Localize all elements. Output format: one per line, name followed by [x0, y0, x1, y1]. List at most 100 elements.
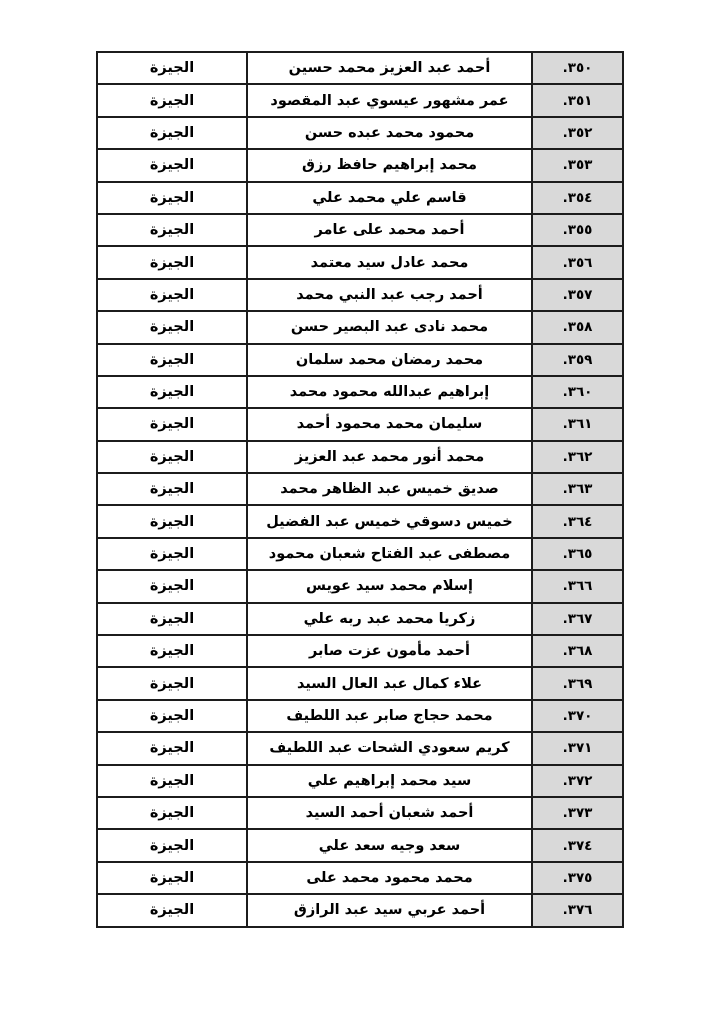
table-row: ٣٧٦. أحمد عربي سيد عبد الرازق الجيزة	[96, 893, 624, 928]
person-name-cell: محمد أنور محمد عبد العزيز	[246, 439, 533, 475]
table-row: ٣٧١. كريم سعودي الشحات عبد اللطيف الجيزة	[96, 731, 624, 766]
person-name-cell: قاسم علي محمد علي	[246, 180, 533, 215]
person-name-cell: محمد نادى عبد البصير حسن	[246, 310, 533, 345]
serial-number-cell: ٣٥٠.	[531, 50, 624, 86]
table-row: ٣٥٤. قاسم علي محمد علي الجيزة	[96, 180, 624, 215]
person-name-cell: إبراهيم عبدالله محمود محمد	[246, 374, 533, 410]
serial-number-cell: ٣٥٦.	[531, 245, 624, 280]
governorate-cell: الجيزة	[96, 115, 248, 151]
serial-number-cell: ٣٦٦.	[531, 569, 624, 604]
table-row: ٣٦٨. أحمد مأمون عزت صابر الجيزة	[96, 634, 624, 669]
table-row: ٣٥٥. أحمد محمد على عامر الجيزة	[96, 212, 624, 248]
governorate-cell: الجيزة	[96, 277, 248, 313]
serial-number-cell: ٣٥٢.	[531, 115, 624, 151]
table-row: ٣٦٩. علاء كمال عبد العال السيد الجيزة	[96, 666, 624, 701]
serial-number-cell: ٣٧٦.	[531, 893, 624, 928]
governorate-cell: الجيزة	[96, 860, 248, 896]
person-name-cell: إسلام محمد سيد عويس	[246, 569, 533, 604]
person-name-cell: محمد محمود محمد على	[246, 860, 533, 896]
roster-table: ٣٥٠. أحمد عبد العزيز محمد حسين الجيزة ٣٥…	[96, 50, 624, 928]
person-name-cell: محمد حجاج صابر عبد اللطيف	[246, 698, 533, 734]
person-name-cell: سليمان محمد محمود أحمد	[246, 407, 533, 442]
person-name-cell: محمد رمضان محمد سلمان	[246, 342, 533, 377]
governorate-cell: الجيزة	[96, 601, 248, 637]
serial-number-cell: ٣٥٧.	[531, 277, 624, 313]
person-name-cell: زكريا محمد عبد ربه علي	[246, 601, 533, 637]
serial-number-cell: ٣٥٨.	[531, 310, 624, 345]
table-row: ٣٧٠. محمد حجاج صابر عبد اللطيف الجيزة	[96, 698, 624, 734]
serial-number-cell: ٣٧٤.	[531, 828, 624, 863]
governorate-cell: الجيزة	[96, 374, 248, 410]
governorate-cell: الجيزة	[96, 731, 248, 766]
governorate-cell: الجيزة	[96, 50, 248, 86]
governorate-cell: الجيزة	[96, 569, 248, 604]
governorate-cell: الجيزة	[96, 634, 248, 669]
serial-number-cell: ٣٥٤.	[531, 180, 624, 215]
governorate-cell: الجيزة	[96, 245, 248, 280]
governorate-cell: الجيزة	[96, 763, 248, 798]
governorate-cell: الجيزة	[96, 148, 248, 183]
roster-table-body: ٣٥٠. أحمد عبد العزيز محمد حسين الجيزة ٣٥…	[96, 50, 624, 928]
person-name-cell: علاء كمال عبد العال السيد	[246, 666, 533, 701]
governorate-cell: الجيزة	[96, 504, 248, 539]
governorate-cell: الجيزة	[96, 180, 248, 215]
table-row: ٣٥٠. أحمد عبد العزيز محمد حسين الجيزة	[96, 50, 624, 86]
governorate-cell: الجيزة	[96, 212, 248, 248]
table-row: ٣٥٨. محمد نادى عبد البصير حسن الجيزة	[96, 310, 624, 345]
table-row: ٣٥٢. محمود محمد عبده حسن الجيزة	[96, 115, 624, 151]
serial-number-cell: ٣٧٥.	[531, 860, 624, 896]
table-row: ٣٦٧. زكريا محمد عبد ربه علي الجيزة	[96, 601, 624, 637]
governorate-cell: الجيزة	[96, 83, 248, 118]
person-name-cell: سعد وجيه سعد علي	[246, 828, 533, 863]
serial-number-cell: ٣٧١.	[531, 731, 624, 766]
person-name-cell: أحمد مأمون عزت صابر	[246, 634, 533, 669]
serial-number-cell: ٣٦٤.	[531, 504, 624, 539]
person-name-cell: سيد محمد إبراهيم علي	[246, 763, 533, 798]
person-name-cell: محمد إبراهيم حافظ رزق	[246, 148, 533, 183]
serial-number-cell: ٣٦٣.	[531, 472, 624, 507]
serial-number-cell: ٣٧٢.	[531, 763, 624, 798]
table-row: ٣٧٤. سعد وجيه سعد علي الجيزة	[96, 828, 624, 863]
person-name-cell: أحمد عبد العزيز محمد حسين	[246, 50, 533, 86]
serial-number-cell: ٣٦٩.	[531, 666, 624, 701]
person-name-cell: مصطفى عبد الفتاح شعبان محمود	[246, 536, 533, 572]
serial-number-cell: ٣٦٠.	[531, 374, 624, 410]
table-row: ٣٥٩. محمد رمضان محمد سلمان الجيزة	[96, 342, 624, 377]
serial-number-cell: ٣٥١.	[531, 83, 624, 118]
table-row: ٣٦٠. إبراهيم عبدالله محمود محمد الجيزة	[96, 374, 624, 410]
governorate-cell: الجيزة	[96, 439, 248, 475]
person-name-cell: أحمد شعبان أحمد السيد	[246, 795, 533, 831]
person-name-cell: محمد عادل سيد معتمد	[246, 245, 533, 280]
table-row: ٣٦٢. محمد أنور محمد عبد العزيز الجيزة	[96, 439, 624, 475]
table-row: ٣٦٥. مصطفى عبد الفتاح شعبان محمود الجيزة	[96, 536, 624, 572]
table-row: ٣٧٣. أحمد شعبان أحمد السيد الجيزة	[96, 795, 624, 831]
serial-number-cell: ٣٦٧.	[531, 601, 624, 637]
table-row: ٣٧٥. محمد محمود محمد على الجيزة	[96, 860, 624, 896]
person-name-cell: خميس دسوقي خميس عبد الفضيل	[246, 504, 533, 539]
governorate-cell: الجيزة	[96, 698, 248, 734]
person-name-cell: أحمد رجب عبد النبي محمد	[246, 277, 533, 313]
serial-number-cell: ٣٧٠.	[531, 698, 624, 734]
person-name-cell: كريم سعودي الشحات عبد اللطيف	[246, 731, 533, 766]
serial-number-cell: ٣٦١.	[531, 407, 624, 442]
table-row: ٣٦٤. خميس دسوقي خميس عبد الفضيل الجيزة	[96, 504, 624, 539]
table-row: ٣٦٣. صديق خميس عبد الظاهر محمد الجيزة	[96, 472, 624, 507]
serial-number-cell: ٣٥٣.	[531, 148, 624, 183]
table-row: ٣٥٦. محمد عادل سيد معتمد الجيزة	[96, 245, 624, 280]
serial-number-cell: ٣٦٢.	[531, 439, 624, 475]
governorate-cell: الجيزة	[96, 536, 248, 572]
serial-number-cell: ٣٧٣.	[531, 795, 624, 831]
table-row: ٣٥٣. محمد إبراهيم حافظ رزق الجيزة	[96, 148, 624, 183]
person-name-cell: عمر مشهور عيسوي عبد المقصود	[246, 83, 533, 118]
governorate-cell: الجيزة	[96, 342, 248, 377]
table-row: ٣٥١. عمر مشهور عيسوي عبد المقصود الجيزة	[96, 83, 624, 118]
governorate-cell: الجيزة	[96, 795, 248, 831]
governorate-cell: الجيزة	[96, 666, 248, 701]
table-row: ٣٦١. سليمان محمد محمود أحمد الجيزة	[96, 407, 624, 442]
governorate-cell: الجيزة	[96, 828, 248, 863]
governorate-cell: الجيزة	[96, 893, 248, 928]
person-name-cell: أحمد عربي سيد عبد الرازق	[246, 893, 533, 928]
governorate-cell: الجيزة	[96, 310, 248, 345]
serial-number-cell: ٣٥٥.	[531, 212, 624, 248]
governorate-cell: الجيزة	[96, 472, 248, 507]
